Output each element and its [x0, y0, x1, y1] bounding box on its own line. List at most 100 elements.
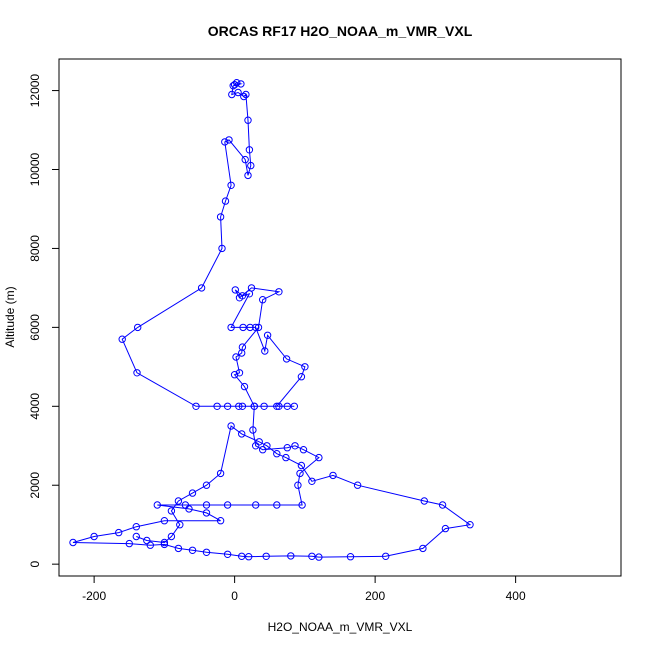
- x-tick-label: -200: [82, 589, 106, 603]
- data-point: [229, 82, 237, 90]
- data-point: [202, 501, 211, 509]
- data-point: [249, 426, 257, 434]
- data-point: [438, 501, 447, 509]
- data-point: [244, 171, 252, 180]
- y-tick-label: 6000: [28, 314, 42, 341]
- data-point: [315, 553, 323, 561]
- data-point: [174, 544, 183, 553]
- data-point: [238, 430, 246, 438]
- data-point: [275, 288, 283, 296]
- data-point: [301, 363, 309, 371]
- data-point: [188, 489, 197, 497]
- data-point: [234, 88, 242, 97]
- y-axis: 0 2000 4000 6000 8000 10000 12000: [28, 74, 59, 568]
- data-point: [346, 553, 355, 561]
- data-point: [176, 521, 184, 529]
- data-point: [241, 155, 249, 164]
- x-tick-label: 400: [506, 589, 526, 603]
- data-point: [245, 146, 254, 154]
- data-point: [308, 477, 316, 485]
- data-point: [245, 553, 253, 561]
- data-point: [290, 402, 298, 410]
- data-point: [273, 501, 281, 509]
- data-point: [202, 481, 211, 489]
- data-point: [134, 323, 142, 332]
- data-point: [223, 402, 232, 410]
- data-point: [153, 501, 162, 509]
- data-point: [382, 552, 390, 560]
- y-tick-label: 10000: [28, 152, 42, 186]
- y-tick-label: 8000: [28, 235, 42, 262]
- data-point: [115, 528, 123, 537]
- data-point: [297, 373, 306, 381]
- data-point: [259, 446, 267, 454]
- data-point: [174, 497, 183, 505]
- data-point: [261, 347, 269, 355]
- data-point: [90, 532, 98, 541]
- data-point: [466, 521, 474, 529]
- data-point: [232, 353, 240, 361]
- data-point: [263, 331, 272, 339]
- data-point: [273, 402, 281, 410]
- data-point: [213, 402, 221, 410]
- data-point: [216, 469, 225, 478]
- data-point: [252, 501, 260, 509]
- data-point: [245, 290, 254, 298]
- data-point: [238, 292, 247, 300]
- data-point: [223, 501, 232, 509]
- data-point: [188, 546, 197, 554]
- data-point: [235, 369, 244, 377]
- data-point: [118, 335, 126, 343]
- data-point: [185, 505, 193, 513]
- data-point: [419, 544, 427, 553]
- data-point: [238, 402, 247, 410]
- data-point: [244, 116, 252, 124]
- data-point: [353, 481, 362, 489]
- data-point: [167, 507, 176, 515]
- data-point: [133, 369, 141, 377]
- data-point: [275, 402, 283, 410]
- data-point: [125, 539, 134, 548]
- data-point: [255, 438, 263, 446]
- data-point: [160, 538, 169, 547]
- y-axis-label: Altitude (m): [3, 286, 17, 347]
- data-point: [216, 517, 225, 525]
- data-point: [263, 442, 271, 450]
- data-point: [297, 461, 306, 470]
- data-point: [69, 538, 77, 547]
- series-layer: [69, 79, 474, 561]
- data-point: [227, 323, 235, 332]
- data-point: [237, 80, 245, 88]
- data-point: [221, 138, 229, 146]
- x-axis: -200 0 200 400: [82, 576, 526, 603]
- data-point: [299, 446, 308, 454]
- data-point: [296, 469, 304, 478]
- y-tick-label: 4000: [28, 393, 42, 420]
- y-tick-label: 12000: [28, 74, 42, 108]
- data-point: [287, 552, 295, 560]
- data-point: [298, 501, 306, 509]
- y-tick-label: 2000: [28, 472, 42, 499]
- chart-title: ORCAS RF17 H2O_NOAA_m_VMR_VXL: [208, 23, 473, 39]
- data-point: [227, 422, 235, 430]
- x-tick-label: 200: [365, 589, 385, 603]
- data-point: [242, 90, 250, 99]
- data-point: [197, 284, 206, 292]
- data-point: [202, 509, 211, 517]
- data-point: [192, 402, 200, 410]
- data-point: [282, 355, 291, 363]
- data-point: [294, 481, 302, 489]
- x-axis-label: H2O_NOAA_m_VMR_VXL: [268, 620, 413, 634]
- data-point: [315, 453, 323, 462]
- data-point: [143, 536, 151, 545]
- data-point: [291, 442, 299, 450]
- data-point: [283, 402, 291, 410]
- data-point: [273, 450, 281, 458]
- data-point: [132, 532, 141, 541]
- data-point: [252, 323, 260, 332]
- data-point: [240, 92, 248, 101]
- data-point: [227, 181, 235, 190]
- data-point: [160, 517, 169, 525]
- data-point: [223, 550, 232, 558]
